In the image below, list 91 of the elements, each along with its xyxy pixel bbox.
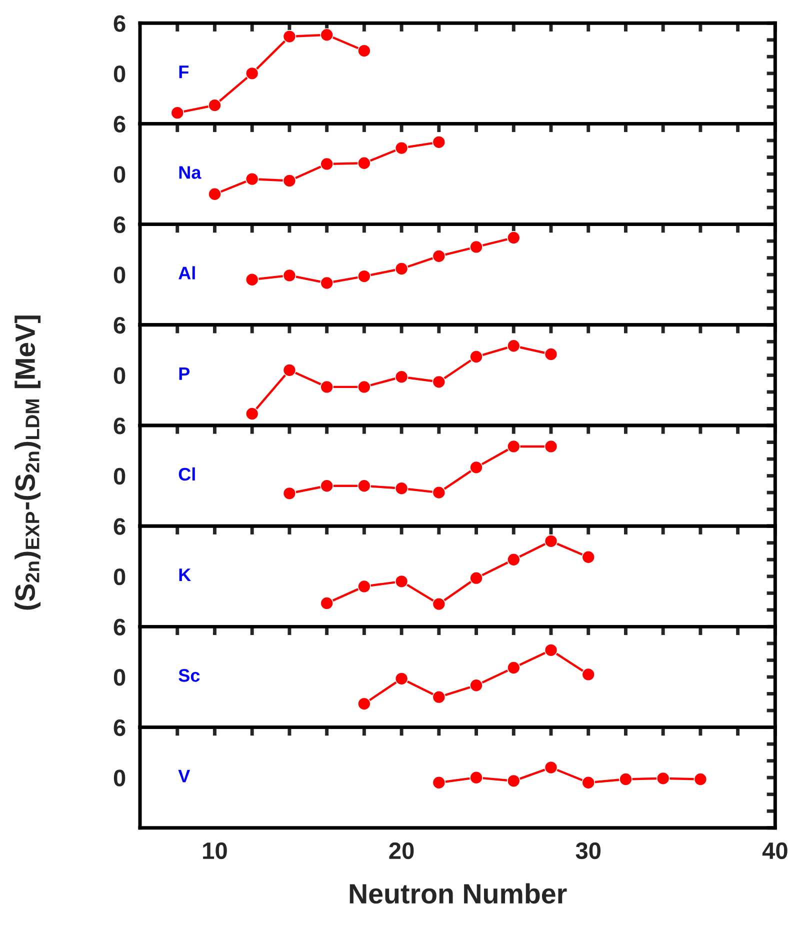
point xyxy=(245,172,259,186)
point xyxy=(432,597,446,611)
point xyxy=(656,772,670,786)
y-tick-label: 0 xyxy=(114,166,126,183)
point xyxy=(582,550,596,564)
annotation: Cl xyxy=(178,467,195,481)
point xyxy=(544,760,558,774)
annotation: Sc xyxy=(178,669,200,682)
point xyxy=(394,482,408,496)
point xyxy=(432,776,446,790)
x-axis-title: Neutron Number xyxy=(350,883,567,904)
point xyxy=(470,770,483,784)
y-tick-label: 6 xyxy=(114,216,126,234)
point xyxy=(282,30,296,44)
point xyxy=(358,156,371,170)
point xyxy=(358,580,371,594)
point xyxy=(582,776,596,790)
point xyxy=(320,157,334,171)
annotation: K xyxy=(179,568,191,582)
point xyxy=(320,479,334,493)
point xyxy=(208,98,222,112)
point xyxy=(432,135,446,149)
point xyxy=(470,240,483,254)
annotation: F xyxy=(179,66,188,78)
point xyxy=(358,479,371,493)
point xyxy=(544,643,558,657)
point xyxy=(320,28,334,42)
point xyxy=(320,276,334,290)
y-tick-label: 6 xyxy=(114,518,126,535)
point xyxy=(358,697,371,710)
y-tick-label: 6 xyxy=(114,719,126,736)
annotation: V xyxy=(178,770,190,782)
x-tick-label: 10 xyxy=(203,842,227,860)
annotation: Na xyxy=(179,166,202,179)
y-tick-label: 6 xyxy=(114,316,126,334)
point xyxy=(470,678,483,692)
point xyxy=(619,772,632,786)
y-tick-label: 0 xyxy=(114,266,126,284)
point xyxy=(544,348,558,361)
point xyxy=(544,440,558,454)
point xyxy=(506,231,520,244)
point xyxy=(282,174,296,188)
point xyxy=(358,380,371,394)
point xyxy=(694,772,708,786)
point xyxy=(432,690,446,704)
point xyxy=(470,460,483,474)
x-tick-label: 40 xyxy=(762,842,788,860)
point xyxy=(358,44,371,58)
point xyxy=(394,141,408,155)
y-tick-label: 0 xyxy=(114,65,126,82)
point xyxy=(358,270,371,283)
point xyxy=(432,249,446,263)
point xyxy=(506,440,520,454)
point xyxy=(282,268,296,282)
x-tick-label: 30 xyxy=(576,842,601,860)
point xyxy=(394,370,408,384)
point xyxy=(245,272,259,286)
point xyxy=(432,486,446,500)
y-tick-label: 0 xyxy=(114,669,126,686)
y-tick-label: 0 xyxy=(114,770,126,786)
point xyxy=(245,66,259,80)
point xyxy=(506,774,520,788)
point xyxy=(282,486,296,500)
point xyxy=(470,350,483,364)
point xyxy=(506,552,520,566)
point xyxy=(506,339,520,353)
y-tick-label: 6 xyxy=(114,418,126,434)
point xyxy=(432,375,446,389)
y-tick-label: 0 xyxy=(114,367,126,384)
point xyxy=(208,187,222,201)
y-tick-label: 0 xyxy=(114,468,126,485)
y-tick-label: 6 xyxy=(114,15,126,32)
x-tick-label: 20 xyxy=(389,842,414,860)
annotation: P xyxy=(179,367,190,380)
point xyxy=(170,106,184,120)
point xyxy=(394,262,408,276)
y-tick-label: 6 xyxy=(114,618,126,636)
point xyxy=(582,668,596,682)
point xyxy=(282,364,296,377)
point xyxy=(394,574,408,588)
point xyxy=(320,596,334,610)
annotation: Al xyxy=(178,266,195,280)
point xyxy=(544,534,558,548)
text: (S$_{2n}$)$_{EXP}$-(S$_{2n}$)$_{LDM}$ [MeV] xyxy=(14,316,41,610)
y-tick-label: 6 xyxy=(114,116,126,133)
y-tick-label: 0 xyxy=(114,568,126,586)
point xyxy=(506,661,520,674)
point xyxy=(470,571,483,585)
point xyxy=(245,407,259,420)
point xyxy=(320,380,334,394)
point xyxy=(394,672,408,686)
